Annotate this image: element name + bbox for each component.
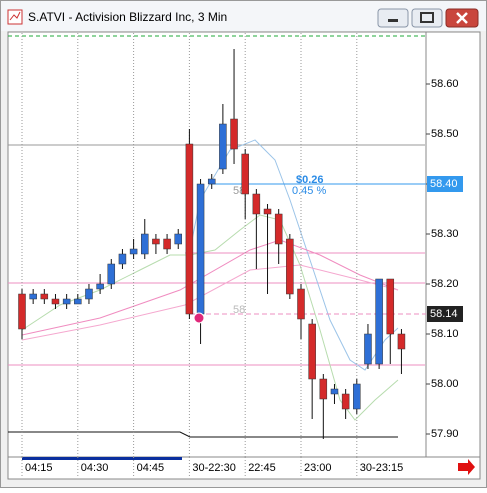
y-tick-label: 58.50	[431, 128, 459, 140]
candle-body	[40, 293, 49, 300]
moving-average	[21, 214, 399, 421]
candle-body	[297, 288, 305, 320]
maximize-button[interactable]	[411, 8, 443, 28]
y-tick-label: 57.90	[431, 428, 459, 440]
y-tick-label: 58.00	[431, 378, 459, 390]
candle-body	[29, 293, 37, 300]
candle-body	[263, 208, 272, 215]
cursor-marker	[193, 312, 205, 324]
candle-body	[207, 178, 216, 185]
annotation: 0.45 %	[292, 185, 326, 197]
x-tick-label: 23:00	[304, 462, 332, 474]
candle-body	[364, 333, 372, 365]
candle-body	[386, 278, 395, 335]
candle-body	[241, 153, 249, 195]
x-tick-label: 04:15	[25, 462, 53, 474]
candle-body	[85, 288, 93, 300]
candle-body	[141, 233, 149, 255]
candle-body	[375, 278, 383, 365]
app-icon	[7, 9, 23, 25]
candle-body	[353, 383, 361, 410]
candle-body	[219, 123, 227, 170]
scroll-indicator	[22, 457, 182, 460]
y-tick-label: 58.10	[431, 328, 459, 340]
x-tick-label: 04:45	[137, 462, 165, 474]
y-tick-label: 58.60	[431, 78, 459, 90]
candle-body	[62, 298, 71, 305]
candle-body	[163, 238, 171, 250]
time-axis	[7, 456, 481, 480]
x-tick-label: 04:30	[81, 462, 109, 474]
candle-body	[274, 213, 283, 245]
candle-body	[397, 333, 406, 350]
window-title: S.ATVI - Activision Blizzard Inc, 3 Min	[28, 10, 227, 24]
price-marker	[427, 306, 463, 322]
price-marker-label: 58.14	[430, 308, 458, 320]
candle-body	[107, 263, 116, 285]
candle-body	[252, 193, 261, 215]
x-tick-label: 22:45	[248, 462, 276, 474]
candle-body	[118, 253, 127, 265]
annotation: $0.26	[296, 174, 324, 186]
candle-body	[330, 388, 339, 395]
candle-body	[308, 323, 316, 380]
x-tick-label: 30-23:15	[360, 462, 403, 474]
moving-average	[21, 239, 399, 336]
candle-body	[51, 298, 60, 305]
close-glyph	[456, 12, 468, 24]
annotation: 58	[233, 304, 245, 316]
price-axis	[425, 31, 481, 458]
moving-average	[21, 264, 399, 341]
candle-body	[129, 248, 138, 255]
price-marker-label: 58.40	[430, 178, 458, 190]
price-marker	[427, 176, 463, 192]
candle-body	[230, 118, 238, 150]
reference-line	[8, 431, 398, 438]
maximize-glyph	[420, 12, 434, 23]
candle-body	[174, 233, 182, 245]
app-icon-glyph	[9, 11, 21, 21]
candle-body	[319, 378, 328, 400]
minimize-button[interactable]	[377, 8, 409, 28]
candle-body	[74, 298, 82, 305]
candle-body	[152, 238, 160, 245]
x-tick-label: 30-22:30	[192, 462, 235, 474]
scroll-arrow[interactable]	[458, 459, 475, 475]
minimize-glyph	[388, 19, 398, 22]
y-tick-label: 58.30	[431, 228, 459, 240]
candle-body	[196, 183, 205, 315]
y-tick-label: 58.20	[431, 278, 459, 290]
candle-body	[286, 238, 294, 295]
candle-body	[96, 283, 104, 290]
plot-area	[7, 31, 427, 458]
candle-body	[185, 143, 194, 315]
candle-body	[18, 293, 26, 330]
candle-body	[341, 393, 350, 410]
